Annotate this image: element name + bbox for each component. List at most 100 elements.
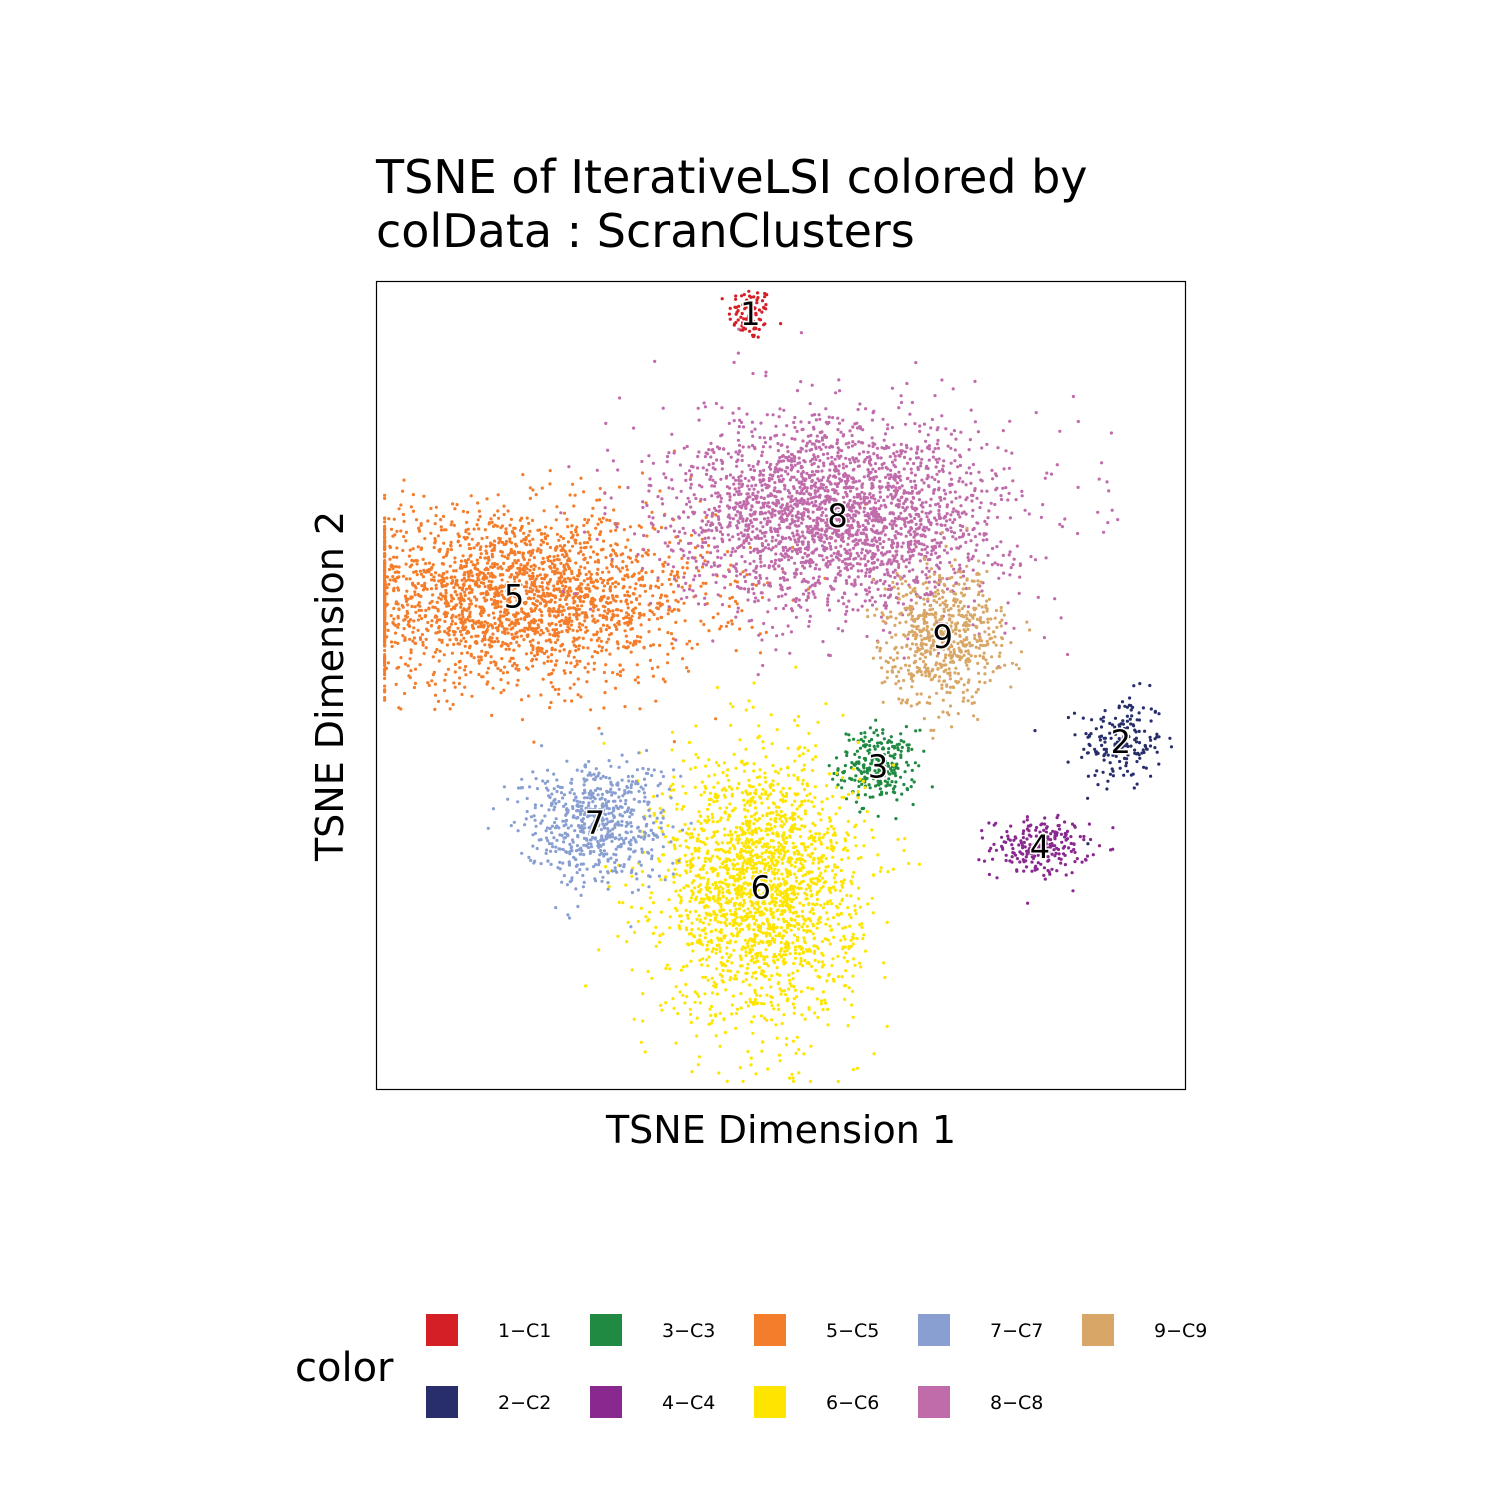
point-cluster-6 bbox=[765, 797, 769, 801]
point-cluster-6 bbox=[831, 957, 835, 961]
point-cluster-6 bbox=[654, 925, 658, 930]
point-cluster-6 bbox=[791, 941, 795, 945]
point-cluster-2 bbox=[1108, 772, 1112, 776]
point-cluster-5 bbox=[460, 651, 464, 656]
point-cluster-5 bbox=[538, 601, 543, 605]
point-cluster-5 bbox=[491, 632, 495, 636]
point-cluster-6 bbox=[795, 849, 799, 853]
point-cluster-5 bbox=[456, 626, 460, 630]
point-cluster-5 bbox=[573, 638, 577, 642]
point-cluster-2 bbox=[1121, 719, 1125, 723]
point-cluster-5 bbox=[430, 679, 434, 683]
point-cluster-6 bbox=[798, 882, 802, 886]
point-cluster-4 bbox=[1063, 853, 1067, 858]
point-cluster-5 bbox=[524, 666, 529, 670]
point-cluster-5 bbox=[452, 642, 456, 647]
point-cluster-6 bbox=[760, 1049, 764, 1053]
point-cluster-6 bbox=[704, 893, 709, 897]
point-cluster-4 bbox=[1046, 859, 1050, 863]
point-cluster-5 bbox=[548, 613, 552, 617]
point-cluster-6 bbox=[721, 895, 725, 899]
point-cluster-6 bbox=[728, 922, 732, 926]
point-cluster-6 bbox=[723, 921, 727, 925]
point-cluster-6 bbox=[800, 800, 804, 804]
point-cluster-6 bbox=[658, 806, 662, 811]
point-cluster-5 bbox=[649, 584, 653, 588]
point-cluster-1 bbox=[744, 305, 748, 309]
point-cluster-6 bbox=[781, 934, 786, 938]
point-cluster-5 bbox=[491, 543, 495, 547]
point-cluster-3 bbox=[871, 773, 875, 777]
point-cluster-6 bbox=[780, 820, 784, 824]
point-cluster-5 bbox=[485, 561, 490, 565]
point-cluster-3 bbox=[881, 761, 885, 765]
point-cluster-6 bbox=[791, 911, 796, 915]
point-cluster-2 bbox=[1153, 710, 1157, 714]
point-cluster-6 bbox=[681, 784, 685, 788]
point-cluster-6 bbox=[742, 798, 746, 802]
point-cluster-5 bbox=[604, 663, 608, 667]
point-cluster-5 bbox=[475, 572, 479, 577]
point-cluster-4 bbox=[989, 846, 993, 851]
point-cluster-5 bbox=[383, 684, 387, 688]
point-cluster-6 bbox=[846, 1024, 850, 1028]
point-cluster-5 bbox=[660, 602, 664, 607]
scatter-points bbox=[383, 289, 1174, 1083]
point-cluster-6 bbox=[795, 935, 800, 940]
point-cluster-5 bbox=[496, 493, 500, 497]
point-cluster-5 bbox=[388, 557, 392, 561]
point-cluster-5 bbox=[556, 554, 560, 558]
point-cluster-6 bbox=[808, 792, 812, 796]
point-cluster-5 bbox=[509, 549, 513, 553]
point-cluster-3 bbox=[884, 784, 888, 788]
point-cluster-2 bbox=[1110, 723, 1115, 727]
point-cluster-2 bbox=[1157, 762, 1161, 766]
point-cluster-6 bbox=[781, 798, 785, 802]
point-cluster-6 bbox=[785, 871, 789, 875]
point-cluster-5 bbox=[445, 643, 449, 647]
point-cluster-4 bbox=[1084, 858, 1088, 862]
point-cluster-5 bbox=[451, 502, 455, 506]
point-cluster-3 bbox=[832, 771, 836, 776]
point-cluster-5 bbox=[640, 471, 645, 475]
point-cluster-5 bbox=[594, 526, 598, 530]
point-cluster-6 bbox=[791, 1002, 796, 1006]
point-cluster-4 bbox=[1025, 837, 1029, 841]
point-cluster-6 bbox=[764, 948, 768, 952]
point-cluster-6 bbox=[845, 849, 850, 853]
point-cluster-6 bbox=[726, 833, 731, 837]
point-cluster-6 bbox=[784, 993, 788, 997]
point-cluster-4 bbox=[1056, 847, 1061, 852]
point-cluster-6 bbox=[690, 832, 694, 836]
point-cluster-5 bbox=[489, 517, 493, 521]
point-cluster-6 bbox=[762, 957, 766, 961]
point-cluster-2 bbox=[1066, 715, 1070, 720]
point-cluster-6 bbox=[727, 850, 732, 855]
point-cluster-5 bbox=[459, 639, 463, 643]
point-cluster-6 bbox=[734, 1011, 739, 1016]
point-cluster-6 bbox=[782, 822, 786, 826]
point-cluster-6 bbox=[816, 811, 821, 816]
point-cluster-6 bbox=[786, 997, 790, 1001]
point-cluster-5 bbox=[477, 672, 481, 677]
point-cluster-2 bbox=[1133, 728, 1137, 732]
point-cluster-5 bbox=[484, 650, 488, 655]
point-cluster-5 bbox=[494, 585, 498, 590]
point-cluster-5 bbox=[489, 623, 493, 627]
point-cluster-5 bbox=[541, 588, 545, 592]
point-cluster-5 bbox=[608, 518, 612, 523]
point-cluster-5 bbox=[407, 619, 411, 624]
point-cluster-5 bbox=[485, 551, 489, 556]
point-cluster-5 bbox=[453, 589, 457, 594]
point-cluster-5 bbox=[611, 582, 615, 586]
point-cluster-6 bbox=[715, 820, 720, 824]
point-cluster-5 bbox=[496, 605, 500, 609]
point-cluster-6 bbox=[791, 905, 795, 909]
point-cluster-4 bbox=[992, 823, 996, 827]
point-cluster-6 bbox=[767, 794, 771, 798]
point-cluster-4 bbox=[1034, 850, 1038, 854]
point-cluster-5 bbox=[573, 493, 577, 497]
point-cluster-5 bbox=[580, 604, 584, 608]
point-cluster-6 bbox=[685, 994, 689, 999]
point-cluster-6 bbox=[763, 776, 767, 780]
